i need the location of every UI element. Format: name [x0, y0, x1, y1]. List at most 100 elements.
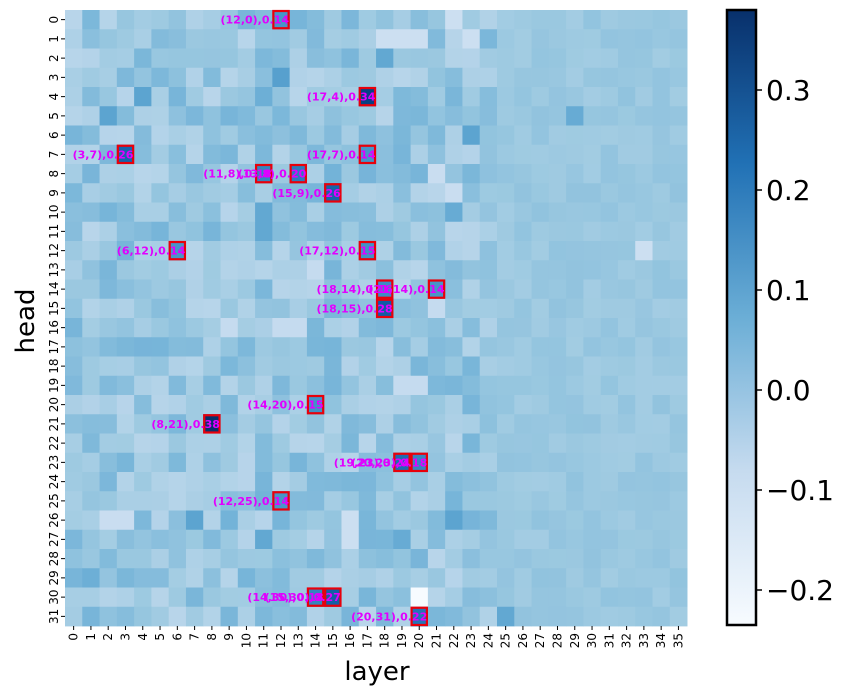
- heatmap-cell: [151, 606, 170, 627]
- heatmap-cell: [151, 510, 170, 531]
- heatmap-cell: [168, 241, 187, 261]
- heatmap-cell: [358, 587, 377, 608]
- heatmap-cell: [99, 67, 118, 88]
- heatmap-cell: [237, 260, 256, 280]
- heatmap-cell: [358, 529, 377, 550]
- heatmap-cell: [600, 356, 619, 377]
- heatmap-cell: [669, 241, 688, 261]
- heatmap-cell: [479, 318, 498, 338]
- heatmap-cell: [289, 318, 308, 338]
- heatmap-cell: [393, 356, 411, 377]
- x-tick-label: 29: [568, 633, 582, 648]
- heatmap-cell: [306, 298, 325, 319]
- heatmap-cell: [652, 375, 671, 396]
- heatmap-cell: [116, 606, 135, 627]
- heatmap-cell: [185, 298, 204, 319]
- highlight-box: [203, 414, 221, 434]
- heatmap-cell: [255, 529, 273, 550]
- heatmap-cell: [324, 164, 342, 184]
- heatmap-cell: [583, 356, 602, 377]
- heatmap-cell: [410, 10, 429, 30]
- highlight-box: [410, 452, 428, 473]
- heatmap-cell: [462, 337, 481, 357]
- heatmap-cell: [289, 144, 308, 165]
- heatmap-cell: [497, 279, 515, 300]
- heatmap-cell: [514, 395, 532, 415]
- heatmap-cell: [272, 106, 291, 126]
- heatmap-cell: [652, 241, 671, 261]
- y-tick-label: 2: [47, 54, 61, 62]
- heatmap-cell: [82, 452, 100, 473]
- heatmap-cell: [462, 202, 481, 223]
- heatmap-cell: [583, 241, 602, 261]
- heatmap-cell: [306, 568, 325, 588]
- heatmap-cell: [255, 67, 273, 88]
- heatmap-cell: [168, 183, 187, 203]
- highlight-box: [393, 452, 411, 473]
- heatmap-cell: [445, 356, 463, 377]
- heatmap-cell: [479, 414, 498, 434]
- heatmap-cell: [341, 279, 360, 300]
- heatmap-cell: [151, 414, 170, 434]
- heatmap-cell: [479, 433, 498, 454]
- heatmap-cell: [99, 587, 118, 608]
- heatmap-cell: [479, 510, 498, 531]
- heatmap-cell: [548, 260, 567, 280]
- heatmap-cell: [462, 375, 481, 396]
- heatmap-cell: [427, 260, 446, 280]
- heatmap-cell: [462, 491, 481, 511]
- heatmap-cell: [185, 433, 204, 454]
- heatmap-cell: [652, 221, 671, 242]
- heatmap-cell: [306, 452, 325, 473]
- heatmap-cell: [376, 125, 394, 146]
- heatmap-cell: [462, 67, 481, 88]
- heatmap-cell: [583, 452, 602, 473]
- heatmap-cell: [220, 183, 239, 203]
- heatmap-cell: [531, 10, 550, 30]
- heatmap-cell: [548, 356, 567, 377]
- heatmap-cell: [514, 260, 532, 280]
- heatmap-cell: [185, 202, 204, 223]
- heatmap-cell: [462, 144, 481, 165]
- heatmap-cell: [341, 318, 360, 338]
- heatmap-cell: [635, 529, 653, 550]
- heatmap-cell: [358, 433, 377, 454]
- heatmap-cell: [358, 298, 377, 319]
- heatmap-cell: [185, 183, 204, 203]
- heatmap-cell: [600, 606, 619, 627]
- heatmap-cell: [617, 29, 636, 49]
- heatmap-cell: [358, 29, 377, 49]
- heatmap-cell: [548, 241, 567, 261]
- heatmap-cell: [324, 125, 342, 146]
- heatmap-cell: [82, 164, 100, 184]
- highlight-label: (21,14),0.14: [368, 283, 445, 296]
- heatmap-cell: [341, 356, 360, 377]
- heatmap-cell: [479, 587, 498, 608]
- heatmap-cell: [99, 29, 118, 49]
- heatmap-cell: [548, 279, 567, 300]
- heatmap-cell: [272, 318, 291, 338]
- heatmap-cell: [134, 144, 152, 165]
- heatmap-cell: [289, 298, 308, 319]
- heatmap-cell: [341, 202, 360, 223]
- heatmap-cell: [497, 549, 515, 569]
- heatmap-cell: [116, 260, 135, 280]
- heatmap-cell: [548, 10, 567, 30]
- heatmap-cell: [220, 606, 239, 627]
- heatmap-cell: [255, 260, 273, 280]
- heatmap-cell: [583, 87, 602, 107]
- heatmap-cell: [237, 414, 256, 434]
- x-tick-label: 27: [533, 633, 547, 648]
- heatmap-cell: [65, 356, 83, 377]
- heatmap-cell: [548, 164, 567, 184]
- heatmap-cell: [151, 48, 170, 69]
- heatmap-cell: [548, 587, 567, 608]
- heatmap-cell: [566, 452, 584, 473]
- heatmap-cell: [479, 356, 498, 377]
- heatmap-cell: [548, 510, 567, 531]
- heatmap-cell: [324, 395, 342, 415]
- heatmap-cell: [514, 375, 532, 396]
- heatmap-cell: [514, 356, 532, 377]
- heatmap-cell: [531, 472, 550, 492]
- heatmap-cell: [116, 529, 135, 550]
